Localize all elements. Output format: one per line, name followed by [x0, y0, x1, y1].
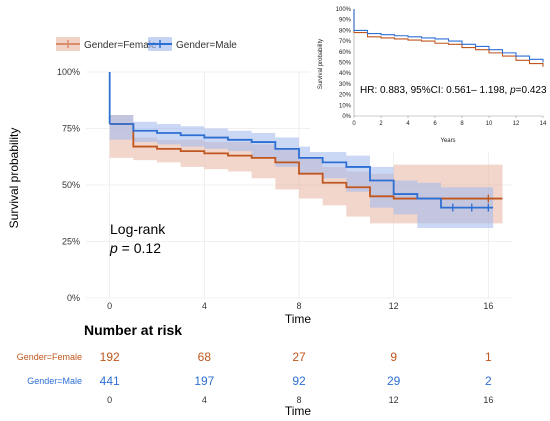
risk-count: 192 — [100, 350, 120, 364]
risk-count: 27 — [292, 350, 306, 364]
confidence-bands — [109, 114, 503, 228]
risk-row-label: Gender=Female — [17, 352, 82, 362]
inset-x-tick-label: 12 — [513, 121, 520, 127]
inset-y-tick-label: 40% — [339, 71, 352, 77]
risk-table: Number at risk Gender=Female 192 68 27 9 1Gen… — [17, 322, 494, 418]
logrank-p-text: = 0.12 — [118, 240, 161, 256]
risk-count: 92 — [292, 374, 306, 388]
risk-x-tick-label: 12 — [389, 395, 399, 405]
inset-x-tick-label: 8 — [460, 121, 464, 127]
risk-x-tick-label: 0 — [107, 395, 112, 405]
risk-count: 68 — [198, 350, 212, 364]
risk-x-tick-label: 16 — [483, 395, 493, 405]
y-tick-label: 0% — [67, 293, 80, 303]
risk-count: 2 — [485, 374, 492, 388]
x-tick-label: 16 — [483, 301, 493, 311]
risk-table-x-label: Time — [285, 404, 312, 418]
inset-line-female — [353, 9, 544, 67]
risk-count: 29 — [387, 374, 401, 388]
y-tick-label: 50% — [62, 180, 80, 190]
inset-background — [310, 2, 548, 152]
risk-count: 441 — [100, 374, 120, 388]
inset-y-tick-label: 10% — [339, 103, 352, 109]
y-tick-labels: 0% 25% 50% 75% 100% — [57, 67, 80, 303]
risk-table-rows: Gender=Female 192 68 27 9 1 Gender=Male 441 197 9… — [17, 350, 492, 388]
inset-y-tick-label: 30% — [339, 82, 352, 88]
legend-female-swatch — [56, 37, 80, 51]
censor-marks — [452, 194, 489, 212]
inset-y-tick-label: 0% — [342, 114, 351, 120]
x-tick-label: 4 — [202, 301, 207, 311]
inset-y-tick-label: 50% — [339, 61, 352, 67]
logrank-annotation: Log-rank p = 0.12 — [109, 221, 166, 256]
risk-row-male: Gender=Male 441 197 92 29 2 — [27, 374, 492, 388]
inset-curves — [353, 9, 544, 67]
x-tick-label: 8 — [296, 301, 301, 311]
x-tick-label: 0 — [107, 301, 112, 311]
legend-item-male: Gender=Male — [148, 37, 237, 51]
inset-hr-annotation: HR: 0.883, 95%CI: 0.561– 1.198, p=0.423 — [360, 85, 547, 96]
logrank-label: Log-rank — [110, 221, 166, 237]
logrank-p-letter: p — [109, 240, 118, 256]
risk-count: 197 — [194, 374, 214, 388]
risk-row-female: Gender=Female 192 68 27 9 1 — [17, 350, 492, 364]
inset-x-tick-label: 2 — [379, 121, 383, 127]
inset-y-tick-label: 100% — [336, 7, 352, 13]
inset-y-tick-label: 90% — [339, 18, 352, 24]
survival-line-female — [109, 123, 503, 200]
ci-band-male — [109, 114, 494, 228]
inset-p-letter: p — [509, 85, 516, 96]
legend: Gender=Female Gender=Male — [56, 37, 237, 51]
inset-x-tick-label: 0 — [352, 121, 356, 127]
y-axis-label: Survival probability — [7, 128, 21, 229]
survival-line-male — [109, 123, 494, 209]
risk-table-title: Number at risk — [84, 322, 182, 338]
inset-x-axis-label: Years — [440, 138, 455, 144]
inset-x-tick-label: 4 — [406, 121, 410, 127]
survival-curves — [108, 72, 503, 209]
inset-p-text: =0.423 — [516, 85, 547, 96]
inset-y-tick-label: 70% — [339, 39, 352, 45]
y-tick-label: 100% — [57, 67, 80, 77]
inset-y-tick-label: 60% — [339, 50, 352, 56]
risk-count: 1 — [485, 350, 492, 364]
risk-x-tick-label: 8 — [296, 395, 301, 405]
legend-item-female: Gender=Female — [56, 37, 157, 51]
inset-line-male — [353, 9, 544, 63]
inset-y-axis-label: Survival probability — [318, 39, 324, 89]
inset-y-tick-label: 80% — [339, 28, 352, 34]
logrank-p-value: p = 0.12 — [109, 240, 161, 256]
risk-x-tick-label: 4 — [202, 395, 207, 405]
legend-male-label: Gender=Male — [176, 40, 237, 51]
legend-female-label: Gender=Female — [84, 40, 157, 51]
x-tick-label: 12 — [389, 301, 399, 311]
y-tick-label: 75% — [62, 124, 80, 134]
inset-x-tick-label: 10 — [486, 121, 493, 127]
inset-x-tick-label: 14 — [540, 121, 547, 127]
x-axis-label: Time — [285, 312, 312, 326]
risk-row-label: Gender=Male — [27, 376, 82, 386]
y-tick-label: 25% — [62, 237, 80, 247]
inset-y-tick-label: 20% — [339, 93, 352, 99]
inset-x-tick-label: 6 — [433, 121, 437, 127]
inset-chart: 0% 10% 20% 30% 40% 50% 60% 70% 80% 90% 100% 0 2 4 6 8 1… — [310, 2, 548, 152]
risk-count: 9 — [390, 350, 397, 364]
inset-x-tick-labels: 0 2 4 6 8 10 12 14 — [352, 121, 547, 127]
inset-hr-text: HR: 0.883, 95%CI: 0.561– 1.198, — [360, 85, 510, 96]
x-tick-labels: 0 4 8 12 16 — [107, 301, 493, 311]
risk-table-x-ticks: 0 4 8 12 16 — [107, 395, 493, 405]
inset-y-tick-labels: 0% 10% 20% 30% 40% 50% 60% 70% 80% 90% 100% — [336, 7, 352, 120]
